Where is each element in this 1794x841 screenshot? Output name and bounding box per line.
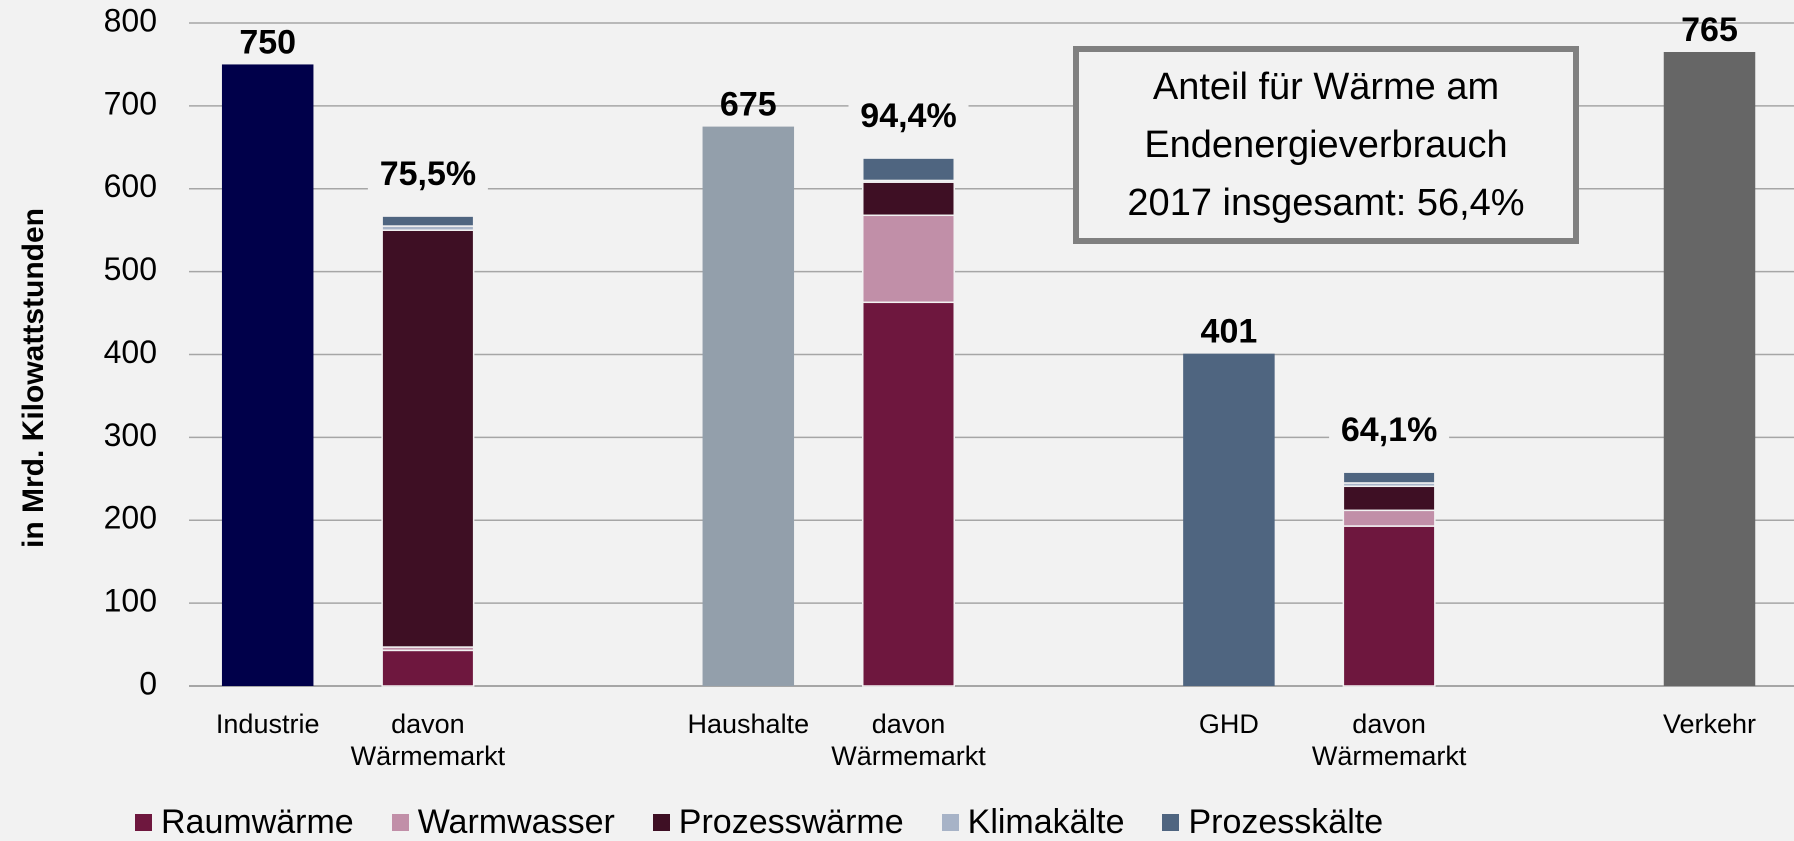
bar-segment: [1342, 509, 1436, 527]
legend-swatch: [941, 814, 959, 831]
bar-segment: [381, 215, 475, 227]
legend-label: Prozesswärme: [678, 803, 904, 841]
y-tick-label: 600: [104, 168, 157, 204]
y-tick-label: 700: [104, 85, 157, 121]
bar-segment: [862, 157, 955, 182]
legend-item: Klimakälte: [941, 803, 1125, 841]
x-tick-label: Verkehr: [1662, 709, 1757, 739]
legend-label: Prozesskälte: [1188, 803, 1384, 841]
bar-segment: [862, 214, 955, 304]
legend-item: Warmwasser: [391, 803, 615, 841]
bar: [702, 126, 795, 686]
legend-label: Klimakälte: [967, 803, 1125, 841]
legend-item: Prozesskälte: [1162, 803, 1383, 841]
y-tick-label: 0: [139, 665, 157, 701]
legend-label: Raumwärme: [161, 803, 354, 841]
bar-segment: [862, 181, 955, 217]
legend-swatch: [652, 814, 670, 831]
bar: [1663, 52, 1756, 687]
legend-label: Warmwasser: [417, 803, 615, 841]
legend-item: Raumwärme: [135, 803, 354, 841]
bar-segment: [381, 229, 475, 648]
x-tick-label: davon Wärmemarkt: [350, 709, 506, 771]
y-tick-label: 100: [104, 583, 157, 619]
y-tick-label: 200: [104, 500, 157, 536]
share-label: 64,1%: [1341, 411, 1437, 449]
legend-swatch: [1162, 814, 1180, 831]
y-tick-label: 500: [104, 251, 157, 287]
legend-swatch: [391, 814, 409, 831]
y-axis-label: in Mrd. Kilowattstunden: [17, 208, 50, 548]
data-label: 765: [1681, 11, 1738, 49]
label-background: [1329, 412, 1450, 453]
x-tick-label: GHD: [1198, 709, 1259, 739]
bar-segment: [1342, 485, 1436, 512]
x-tick-label: davon Wärmemarkt: [831, 709, 986, 771]
x-tick-label: Haushalte: [687, 709, 810, 739]
x-tick-label: Industrie: [215, 709, 320, 739]
legend-swatch: [135, 814, 152, 831]
data-label: 675: [720, 86, 777, 124]
annotation-box: Anteil für Wärme am Endenergieverbrauch …: [1073, 46, 1579, 244]
share-label: 94,4%: [860, 97, 956, 135]
bar-segment: [1342, 525, 1436, 687]
legend-item: Prozesswärme: [652, 803, 904, 841]
x-tick-label: davon Wärmemarkt: [1311, 709, 1467, 771]
bar-segment: [1342, 471, 1436, 484]
data-label: 401: [1201, 313, 1258, 351]
bar: [221, 64, 314, 686]
y-tick-label: 800: [104, 2, 157, 38]
y-tick-label: 400: [104, 334, 157, 370]
label-background: [367, 156, 488, 197]
label-background: [848, 98, 969, 139]
data-label: 750: [239, 23, 296, 61]
share-label: 75,5%: [380, 155, 476, 193]
y-tick-label: 300: [104, 417, 157, 453]
bar-segment: [381, 649, 475, 687]
bar-segment: [862, 301, 955, 687]
legend: Raumwärme Warmwasser Prozesswärme Klimakält…: [135, 803, 1383, 841]
bar: [1183, 353, 1275, 686]
